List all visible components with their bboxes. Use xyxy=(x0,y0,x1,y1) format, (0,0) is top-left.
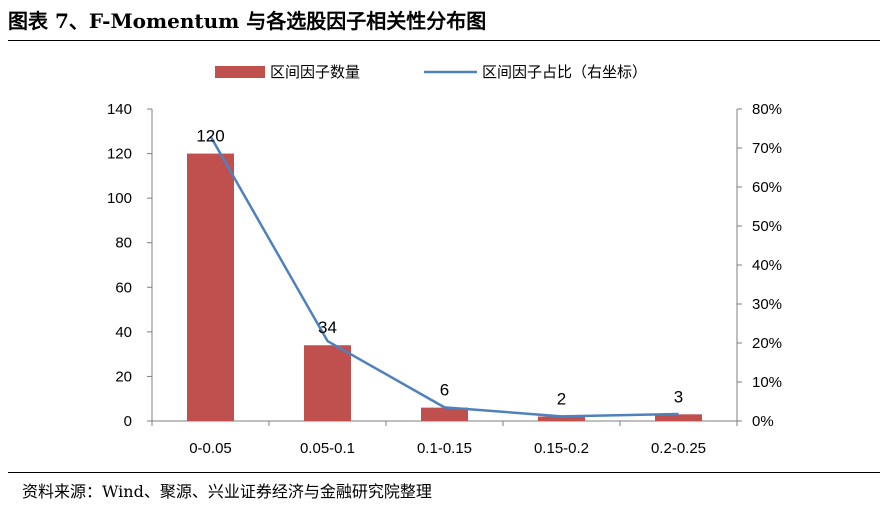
line-series xyxy=(209,135,679,418)
axes: 0 20 40 60 80 100 120 140 0% 10% 20% 30% 40% 50% 60% 70… xyxy=(107,101,782,457)
y-right-tick-label: 70% xyxy=(752,140,782,157)
y-left-tick-label: 80 xyxy=(115,235,132,252)
data-label: 34 xyxy=(318,318,337,337)
y-left-tick-label: 40 xyxy=(115,324,132,341)
y-right-tick-label: 0% xyxy=(752,413,774,430)
x-tick-label: 0-0.05 xyxy=(189,440,232,457)
bar xyxy=(655,414,702,421)
y-left-tick-label: 140 xyxy=(107,101,132,118)
x-tick-label: 0.2-0.25 xyxy=(651,440,706,457)
data-labels: 120 34 6 2 3 xyxy=(196,127,683,409)
x-tick-label: 0.1-0.15 xyxy=(417,440,472,457)
x-tick-label: 0.15-0.2 xyxy=(534,440,589,457)
data-label: 120 xyxy=(196,127,224,146)
title-rule xyxy=(8,40,880,41)
y-left-tick-label: 100 xyxy=(107,190,132,207)
chart: 区间因子数量 区间因子占比（右坐标） 0 20 40 60 80 100 120 140 0% 10… xyxy=(107,63,782,457)
y-left-tick-label: 120 xyxy=(107,146,132,163)
y-left-tick-label: 60 xyxy=(115,279,132,296)
data-label: 3 xyxy=(674,387,683,406)
line-path xyxy=(209,135,679,418)
bar xyxy=(304,345,351,421)
y-right-tick-label: 50% xyxy=(752,218,782,235)
y-right-tick-label: 30% xyxy=(752,296,782,313)
x-tick-label: 0.05-0.1 xyxy=(300,440,355,457)
y-right-tick-label: 60% xyxy=(752,179,782,196)
legend: 区间因子数量 区间因子占比（右坐标） xyxy=(215,63,647,81)
y-left-tick-label: 20 xyxy=(115,368,132,385)
footer-rule xyxy=(8,472,880,473)
bar xyxy=(421,407,468,421)
legend-bar-swatch xyxy=(215,66,265,78)
bar xyxy=(187,153,234,422)
y-right-tick-label: 40% xyxy=(752,257,782,274)
y-right-tick-label: 80% xyxy=(752,101,782,118)
y-left-tick-label: 0 xyxy=(124,413,132,430)
legend-line-label: 区间因子占比（右坐标） xyxy=(482,63,647,81)
data-label: 6 xyxy=(440,381,449,400)
bar-series xyxy=(187,153,702,422)
bar xyxy=(538,416,585,421)
figure-title: 图表 7、F-Momentum 与各选股因子相关性分布图 xyxy=(8,9,487,33)
y-right-tick-label: 10% xyxy=(752,374,782,391)
legend-bar-label: 区间因子数量 xyxy=(270,63,360,81)
data-label: 2 xyxy=(557,390,566,409)
source-note: 资料来源：Wind、聚源、兴业证券经济与金融研究院整理 xyxy=(22,482,432,501)
y-right-tick-label: 20% xyxy=(752,335,782,352)
